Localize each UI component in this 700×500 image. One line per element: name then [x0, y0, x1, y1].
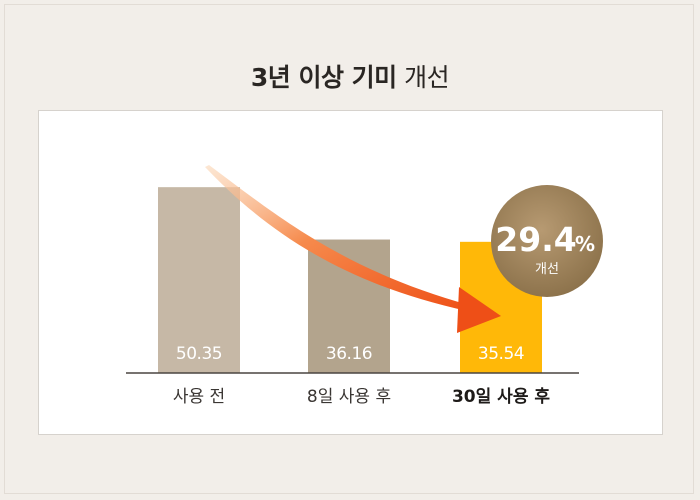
trend-arrow — [205, 165, 501, 333]
badge-unit: % — [575, 232, 595, 256]
chart-panel: 50.35 36.16 35.54 사용 전 8일 사용 후 30일 사용 후 29.4… — [38, 110, 663, 435]
badge-label: 개선 — [535, 262, 559, 277]
bar-value-label-3: 35.54 — [478, 344, 524, 364]
page-title: 3년 이상 기미 개선 — [0, 58, 700, 94]
badge-value: 29.4 — [495, 220, 576, 259]
title-light: 개선 — [404, 63, 450, 92]
bar-value-label-1: 50.35 — [176, 344, 222, 364]
category-label-1: 사용 전 — [173, 387, 225, 407]
bar-chart: 50.35 36.16 35.54 사용 전 8일 사용 후 30일 사용 후 29.4… — [126, 165, 603, 407]
bar-value-label-2: 36.16 — [326, 344, 372, 364]
arrow-head — [457, 287, 501, 333]
bar-1 — [158, 187, 240, 373]
outer-frame — [4, 4, 694, 494]
title-bold: 3년 이상 기미 — [250, 63, 397, 92]
category-label-2: 8일 사용 후 — [307, 387, 391, 407]
category-label-3: 30일 사용 후 — [452, 386, 550, 407]
improvement-badge: 29.4 % 개선 — [491, 185, 603, 297]
badge-circle — [491, 185, 603, 297]
